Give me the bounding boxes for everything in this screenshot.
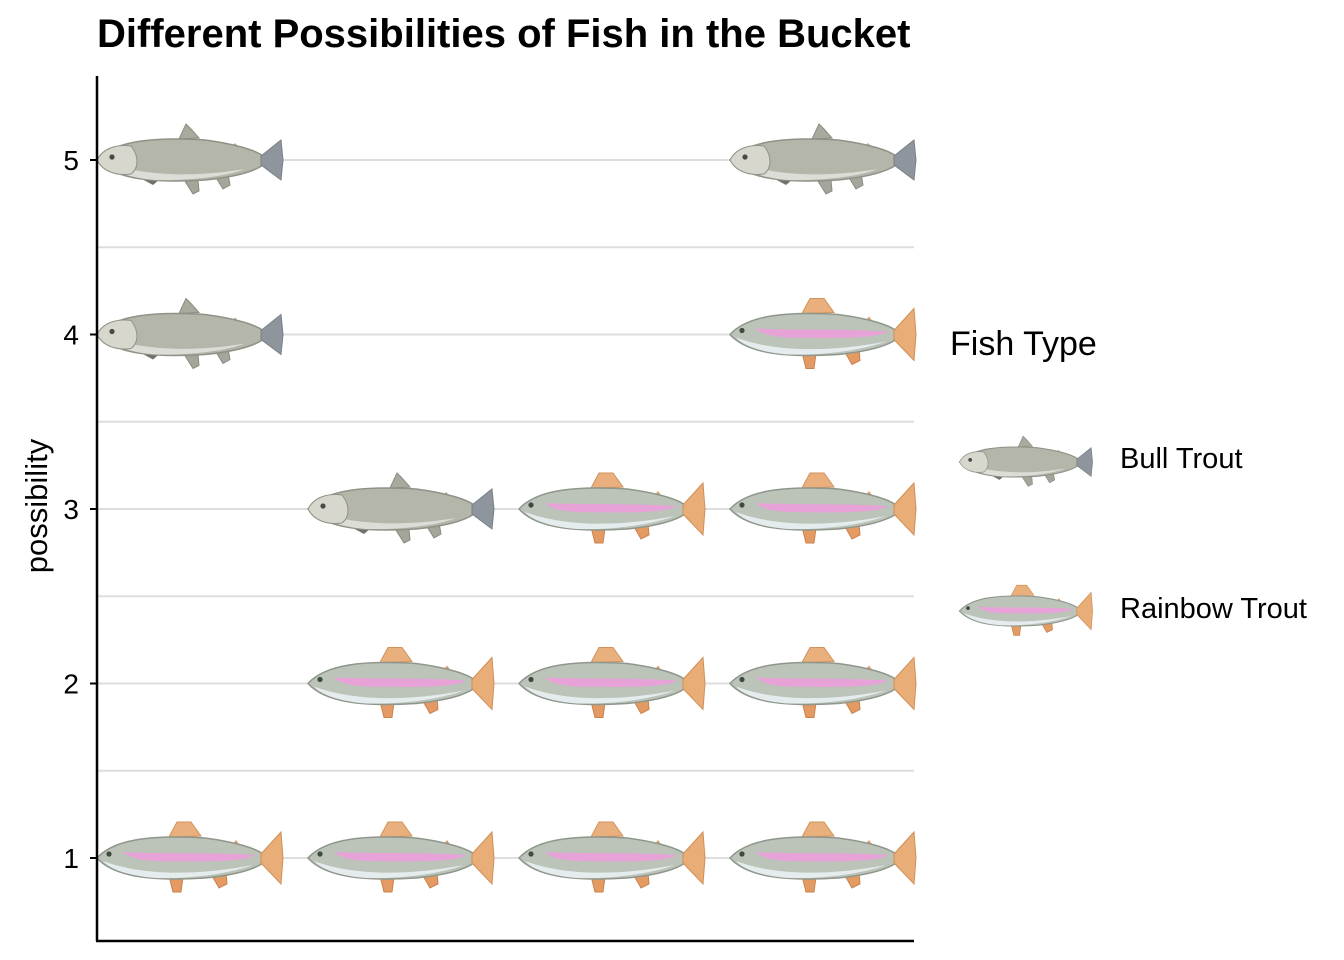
legend-label-bull-trout: Bull Trout [1120,443,1243,475]
rainbow-trout-icon [729,472,917,544]
rainbow-trout-icon [729,646,917,719]
legend: Fish Type Bull Trout Rainbow Trout [950,325,1340,645]
legend-title: Fish Type [950,325,1097,363]
rainbow-trout-icon [518,646,706,719]
legend-label-rainbow-trout: Rainbow Trout [1120,593,1307,625]
bull-trout-icon [729,123,917,195]
y-ticks: 1 2 3 4 5 [63,145,97,874]
rainbow-trout-icon [729,297,917,370]
rainbow-trout-icon [729,821,917,893]
rainbow-trout-icon [96,821,284,893]
y-tick-label: 1 [63,843,79,874]
rainbow-trout-icon [307,821,495,893]
legend-item-rainbow-trout: Rainbow Trout [950,577,1340,647]
rainbow-trout-icon [518,472,706,544]
rainbow-trout-icon [307,646,495,719]
y-axis-label: possibility [19,438,54,573]
rainbow-trout-icon [958,584,1094,636]
y-tick-label: 2 [63,669,79,700]
bull-trout-icon [307,472,495,544]
chart-title: Different Possibilities of Fish in the B… [97,12,911,56]
rainbow-trout-icon [518,821,706,893]
bull-trout-icon [96,297,284,370]
bull-trout-icon [958,435,1094,487]
bull-trout-icon [96,123,284,195]
y-tick-label: 5 [63,145,79,176]
legend-item-bull-trout: Bull Trout [950,427,1340,497]
y-tick-label: 4 [63,320,79,351]
y-tick-label: 3 [63,494,79,525]
